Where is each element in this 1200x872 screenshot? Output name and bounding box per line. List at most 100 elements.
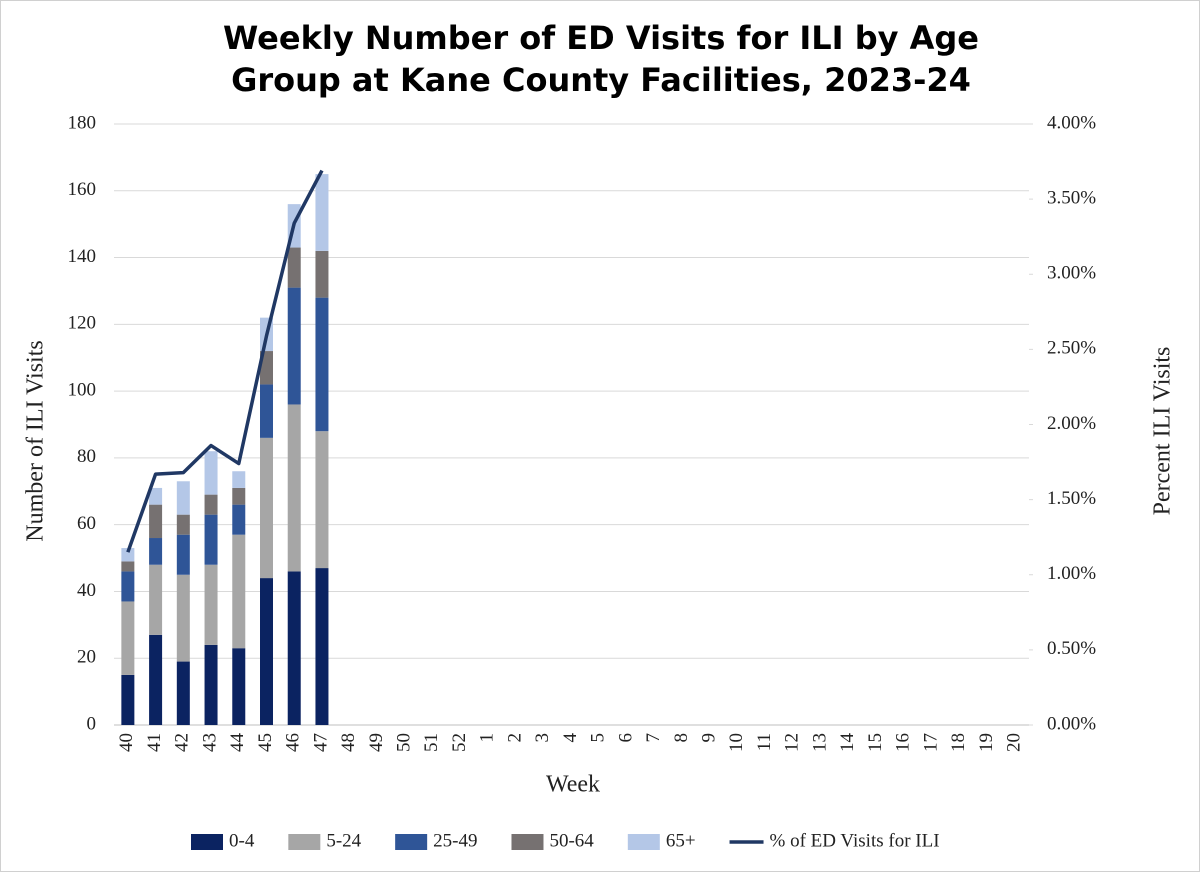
bar-segment [232,534,246,649]
x-tick-label: 16 [893,733,914,752]
bar-segment [149,487,163,505]
line-series [126,169,324,553]
bar-segment [121,601,135,675]
legend-label: 65+ [666,830,696,851]
bar-segment [232,648,246,725]
y2-tick-label: 2.50% [1047,338,1096,359]
x-tick-label: 44 [227,733,248,753]
x-tick-label: 3 [532,733,553,743]
bar-segment [260,384,273,438]
y2-tick-label: 3.50% [1047,187,1096,208]
y-tick-label: 0 [87,713,97,734]
bar-segment [315,297,329,432]
x-tick-label: 20 [1003,733,1024,752]
bar-segment [287,247,301,288]
legend-label: 5-24 [326,830,361,851]
bar-segment [176,534,190,575]
bar-segment [204,644,218,725]
bar-segment [176,661,190,725]
bar-segment [260,351,273,385]
x-tick-label: 50 [393,733,414,752]
bar-segment [232,487,246,505]
x-tick-label: 12 [782,733,803,752]
x-tick-label: 17 [920,733,941,752]
x-tick-label: 48 [338,733,359,752]
chart-title: Weekly Number of ED Visits for ILI by Ag… [223,19,979,99]
bar-segment [204,514,218,565]
x-tick-label: 52 [449,733,470,752]
bar-segment [260,578,273,725]
y2-tick-label: 0.50% [1047,638,1096,659]
bar-segment [121,674,135,725]
y2-tick-label: 3.00% [1047,263,1096,284]
bar-segment [232,504,246,535]
y-axis-label: Number of ILI Visits [23,340,49,541]
x-tick-label: 15 [865,733,886,752]
bar-segment [121,561,135,572]
y2-tick-label: 0.00% [1047,713,1096,734]
x-tick-label: 2 [504,733,525,743]
bar-segment [260,437,273,579]
x-tick-label: 4 [560,733,581,743]
bar-segment [121,571,135,602]
x-tick-label: 43 [199,733,220,752]
y-tick-label: 160 [68,179,97,200]
x-tick-label: 19 [976,733,997,752]
y-tick-label: 20 [77,647,96,668]
x-tick-label: 51 [421,733,442,752]
bar-segment [176,514,190,535]
x-tick-label: 46 [283,733,304,752]
bar-segment [204,451,218,495]
y-tick-label: 60 [77,513,96,534]
x-tick-label: 7 [643,733,664,743]
x-tick-label: 40 [116,733,137,752]
legend-swatch [395,834,428,850]
legend-label: 25-49 [433,830,477,851]
x-axis-label: Week [546,772,600,798]
legend-swatch [191,834,223,850]
y-tick-label: 180 [68,112,97,133]
bar-segment [232,471,246,488]
y2-tick-label: 4.00% [1047,112,1096,133]
y-tick-label: 80 [77,446,96,467]
x-tick-label: 6 [615,733,636,743]
legend-label: 50-64 [549,830,594,851]
x-tick-label: 11 [754,733,775,751]
x-tick-label: 45 [255,733,276,752]
x-tick-label: 10 [726,733,747,752]
x-tick-label: 5 [588,733,609,743]
x-tick-label: 9 [698,733,719,743]
bar-segment [315,431,329,569]
y2-tick-label: 2.00% [1047,413,1096,434]
bar-segment [315,250,329,298]
y-tick-label: 100 [68,379,97,400]
x-tick-label: 8 [671,733,692,743]
y-tick-label: 120 [68,313,97,334]
x-tick-label: 41 [144,733,165,752]
x-tick-label: 14 [837,733,858,753]
bar-segment [204,494,218,515]
bar-segment [121,548,135,562]
x-tick-label: 13 [809,733,830,752]
bar-segment [287,404,301,572]
bar-segment [287,571,301,725]
x-tick-label: 42 [172,733,193,752]
x-tick-label: 18 [948,733,969,752]
legend-label: % of ED Visits for ILI [770,830,940,851]
x-tick-label: 47 [310,733,331,752]
legend-swatch [511,834,544,850]
bar-segment [176,574,190,662]
legend-label: 0-4 [229,830,255,851]
x-tick-label: 49 [366,733,387,752]
y2-tick-label: 1.50% [1047,488,1096,509]
bar-segment [149,634,163,725]
legend-swatch [288,834,321,850]
bar-segment [176,481,190,515]
bar-segment [315,568,329,725]
y2-tick-label: 1.00% [1047,563,1096,584]
y-tick-label: 40 [77,580,96,601]
bar-segment [204,564,218,645]
x-tick-label: 1 [477,733,498,743]
